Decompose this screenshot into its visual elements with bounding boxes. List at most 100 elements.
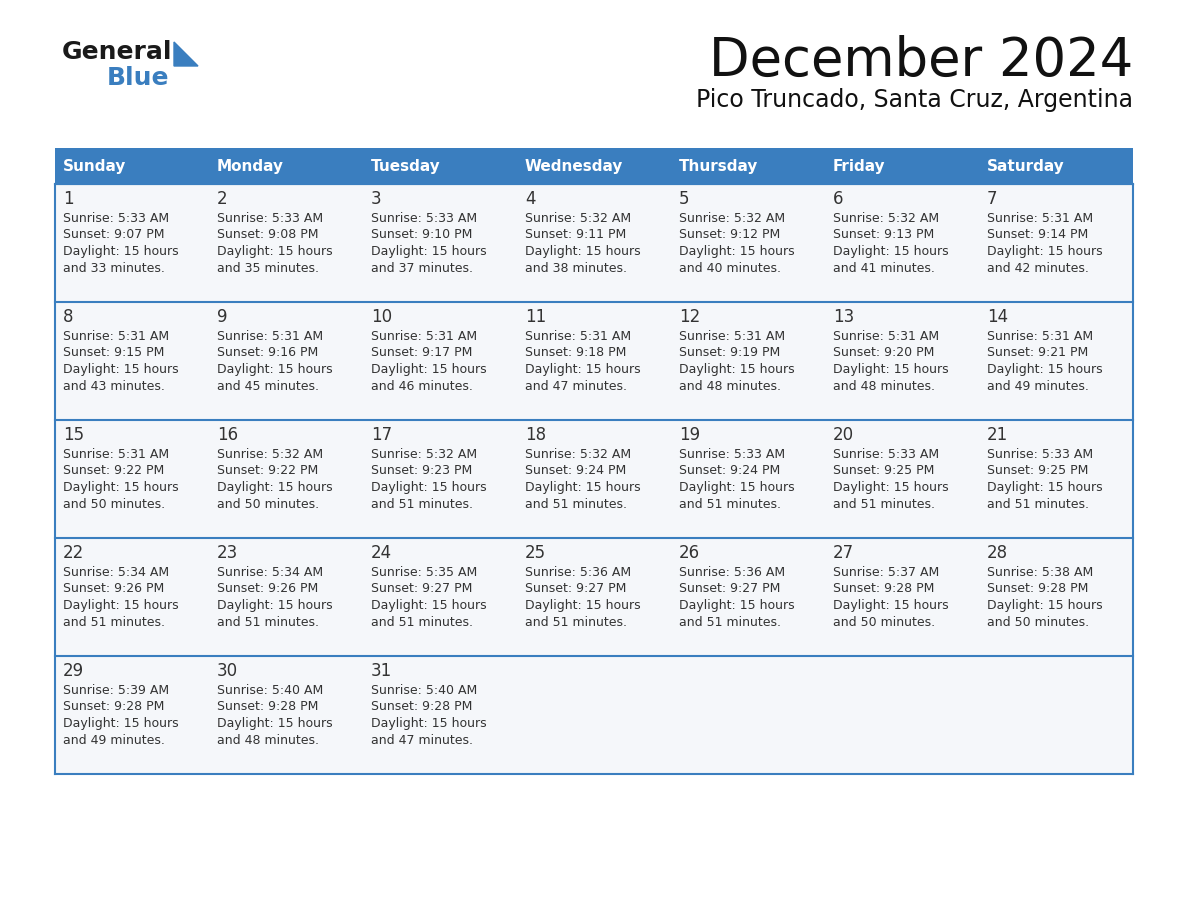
Text: 10: 10 (371, 308, 392, 326)
Text: and 50 minutes.: and 50 minutes. (833, 615, 935, 629)
Text: 21: 21 (987, 426, 1009, 444)
Text: Sunrise: 5:31 AM: Sunrise: 5:31 AM (680, 330, 785, 343)
Bar (55, 420, 1133, 538)
Text: Sunset: 9:17 PM: Sunset: 9:17 PM (371, 346, 473, 360)
Text: Friday: Friday (833, 159, 885, 174)
Text: Sunrise: 5:31 AM: Sunrise: 5:31 AM (217, 330, 323, 343)
Text: Sunrise: 5:31 AM: Sunrise: 5:31 AM (63, 330, 169, 343)
Text: Sunset: 9:11 PM: Sunset: 9:11 PM (525, 229, 626, 241)
Text: Wednesday: Wednesday (525, 159, 624, 174)
Text: and 42 minutes.: and 42 minutes. (987, 262, 1089, 274)
Text: Sunset: 9:28 PM: Sunset: 9:28 PM (63, 700, 164, 713)
Text: and 47 minutes.: and 47 minutes. (525, 379, 627, 393)
Text: 22: 22 (63, 544, 84, 562)
Text: and 48 minutes.: and 48 minutes. (680, 379, 781, 393)
Text: Sunrise: 5:32 AM: Sunrise: 5:32 AM (525, 212, 631, 225)
Bar (55, 538, 1133, 656)
Bar (517, 148, 671, 184)
Text: Sunrise: 5:31 AM: Sunrise: 5:31 AM (63, 448, 169, 461)
Text: and 46 minutes.: and 46 minutes. (371, 379, 473, 393)
Text: Sunrise: 5:35 AM: Sunrise: 5:35 AM (371, 566, 478, 579)
Text: Daylight: 15 hours: Daylight: 15 hours (833, 481, 949, 494)
Text: Sunset: 9:27 PM: Sunset: 9:27 PM (371, 583, 473, 596)
Text: Sunrise: 5:31 AM: Sunrise: 5:31 AM (987, 330, 1093, 343)
Text: Daylight: 15 hours: Daylight: 15 hours (63, 363, 178, 376)
Text: 18: 18 (525, 426, 546, 444)
Text: Daylight: 15 hours: Daylight: 15 hours (217, 363, 333, 376)
Bar (55, 302, 1133, 420)
Text: and 51 minutes.: and 51 minutes. (680, 498, 781, 510)
Text: and 43 minutes.: and 43 minutes. (63, 379, 165, 393)
Text: Daylight: 15 hours: Daylight: 15 hours (987, 245, 1102, 258)
Text: Sunrise: 5:33 AM: Sunrise: 5:33 AM (833, 448, 940, 461)
Text: and 51 minutes.: and 51 minutes. (371, 498, 473, 510)
Text: Sunset: 9:07 PM: Sunset: 9:07 PM (63, 229, 164, 241)
Text: Sunset: 9:13 PM: Sunset: 9:13 PM (833, 229, 934, 241)
Text: Daylight: 15 hours: Daylight: 15 hours (371, 599, 487, 612)
Text: and 45 minutes.: and 45 minutes. (217, 379, 320, 393)
Text: General: General (62, 40, 172, 64)
Text: Daylight: 15 hours: Daylight: 15 hours (371, 363, 487, 376)
Polygon shape (173, 42, 198, 66)
Text: and 49 minutes.: and 49 minutes. (63, 733, 165, 746)
Text: and 47 minutes.: and 47 minutes. (371, 733, 473, 746)
Text: 7: 7 (987, 190, 998, 208)
Text: Daylight: 15 hours: Daylight: 15 hours (63, 245, 178, 258)
Text: Sunset: 9:16 PM: Sunset: 9:16 PM (217, 346, 318, 360)
Text: 28: 28 (987, 544, 1009, 562)
Text: and 51 minutes.: and 51 minutes. (525, 498, 627, 510)
Text: Blue: Blue (107, 66, 170, 90)
Text: and 51 minutes.: and 51 minutes. (217, 615, 320, 629)
Text: Daylight: 15 hours: Daylight: 15 hours (217, 599, 333, 612)
Text: and 50 minutes.: and 50 minutes. (217, 498, 320, 510)
Text: 19: 19 (680, 426, 700, 444)
Text: Daylight: 15 hours: Daylight: 15 hours (217, 245, 333, 258)
Text: Sunrise: 5:31 AM: Sunrise: 5:31 AM (833, 330, 940, 343)
Text: 9: 9 (217, 308, 227, 326)
Text: Daylight: 15 hours: Daylight: 15 hours (680, 245, 795, 258)
Text: Sunrise: 5:34 AM: Sunrise: 5:34 AM (63, 566, 169, 579)
Text: Sunrise: 5:40 AM: Sunrise: 5:40 AM (371, 684, 478, 697)
Text: and 41 minutes.: and 41 minutes. (833, 262, 935, 274)
Text: Sunrise: 5:31 AM: Sunrise: 5:31 AM (987, 212, 1093, 225)
Text: Sunset: 9:21 PM: Sunset: 9:21 PM (987, 346, 1088, 360)
Text: Sunrise: 5:32 AM: Sunrise: 5:32 AM (525, 448, 631, 461)
Text: Daylight: 15 hours: Daylight: 15 hours (680, 599, 795, 612)
Text: Daylight: 15 hours: Daylight: 15 hours (833, 245, 949, 258)
Text: Sunrise: 5:36 AM: Sunrise: 5:36 AM (525, 566, 631, 579)
Text: Daylight: 15 hours: Daylight: 15 hours (987, 363, 1102, 376)
Bar (55, 148, 209, 184)
Text: 29: 29 (63, 662, 84, 680)
Text: Sunset: 9:19 PM: Sunset: 9:19 PM (680, 346, 781, 360)
Text: 14: 14 (987, 308, 1009, 326)
Text: Sunset: 9:27 PM: Sunset: 9:27 PM (680, 583, 781, 596)
Text: 2: 2 (217, 190, 228, 208)
Text: Sunrise: 5:33 AM: Sunrise: 5:33 AM (371, 212, 478, 225)
Text: Sunrise: 5:37 AM: Sunrise: 5:37 AM (833, 566, 940, 579)
Text: Sunrise: 5:33 AM: Sunrise: 5:33 AM (680, 448, 785, 461)
Text: Sunrise: 5:38 AM: Sunrise: 5:38 AM (987, 566, 1093, 579)
Text: Sunrise: 5:33 AM: Sunrise: 5:33 AM (63, 212, 169, 225)
Text: 24: 24 (371, 544, 392, 562)
Text: Pico Truncado, Santa Cruz, Argentina: Pico Truncado, Santa Cruz, Argentina (696, 88, 1133, 112)
Text: and 51 minutes.: and 51 minutes. (371, 615, 473, 629)
Text: 26: 26 (680, 544, 700, 562)
Text: Sunday: Sunday (63, 159, 126, 174)
Bar (364, 148, 517, 184)
Text: Sunset: 9:28 PM: Sunset: 9:28 PM (987, 583, 1088, 596)
Text: December 2024: December 2024 (709, 35, 1133, 87)
Text: and 49 minutes.: and 49 minutes. (987, 379, 1089, 393)
Text: 30: 30 (217, 662, 238, 680)
Text: and 51 minutes.: and 51 minutes. (680, 615, 781, 629)
Text: Sunrise: 5:36 AM: Sunrise: 5:36 AM (680, 566, 785, 579)
Text: 1: 1 (63, 190, 74, 208)
Text: 11: 11 (525, 308, 546, 326)
Text: Thursday: Thursday (680, 159, 758, 174)
Text: Sunset: 9:22 PM: Sunset: 9:22 PM (63, 465, 164, 477)
Bar (671, 148, 824, 184)
Text: Daylight: 15 hours: Daylight: 15 hours (217, 717, 333, 730)
Bar (55, 656, 1133, 774)
Text: Sunset: 9:15 PM: Sunset: 9:15 PM (63, 346, 164, 360)
Text: Sunrise: 5:31 AM: Sunrise: 5:31 AM (525, 330, 631, 343)
Text: 16: 16 (217, 426, 238, 444)
